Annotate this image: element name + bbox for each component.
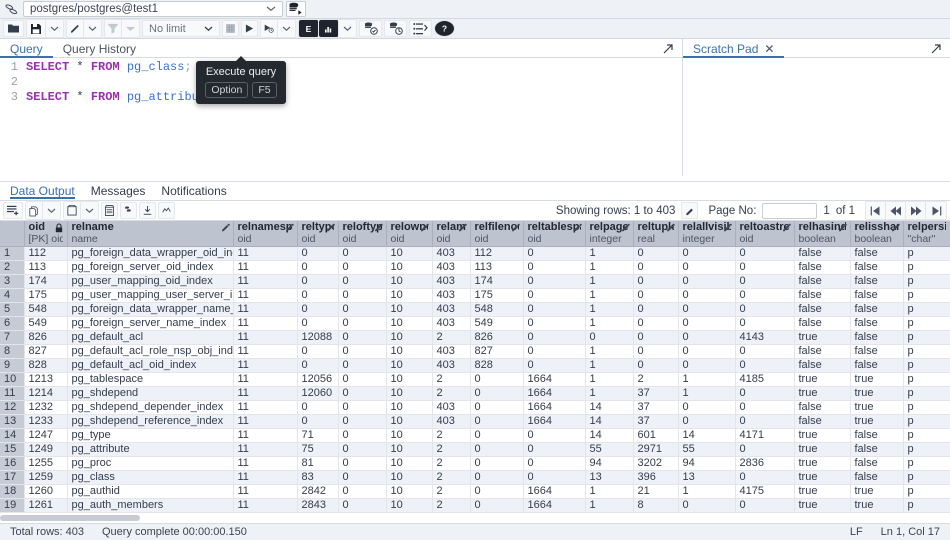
svg-text:?: ? (442, 24, 447, 34)
svg-text:E: E (305, 24, 311, 34)
